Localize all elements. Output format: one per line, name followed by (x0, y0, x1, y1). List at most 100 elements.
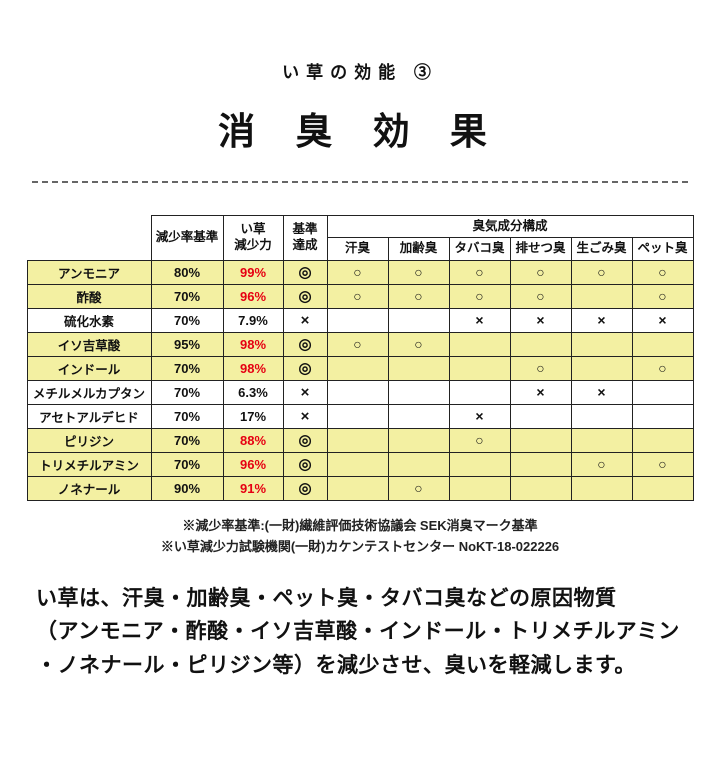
odor-mark (509, 403, 572, 429)
deodorize-table: 減少率基準 い草 減少力 基準 達成 臭気成分構成 汗臭 加齢臭 タバコ臭 排せ… (26, 215, 694, 501)
odor-mark (448, 331, 511, 357)
odor-mark (509, 451, 572, 477)
table-row: メチルメルカプタン 70% 6.3% × × × (26, 379, 694, 405)
odor-mark: ○ (509, 283, 572, 309)
substance-name: ピリジン (26, 427, 152, 453)
odor-mark: ○ (387, 283, 450, 309)
page-subtitle: い草の効能 ③ (282, 63, 438, 82)
odor-mark: × (448, 403, 511, 429)
reduction-standard-value: 70% (150, 403, 224, 429)
odor-mark (387, 379, 450, 405)
odor-mark (570, 403, 633, 429)
odor-mark (509, 475, 572, 501)
odor-mark (448, 355, 511, 381)
odor-mark: ○ (448, 283, 511, 309)
substance-name: 酢酸 (26, 283, 152, 309)
table-row: 酢酸 70% 96% ◎ ○ ○ ○ ○ ○ (26, 283, 694, 309)
standard-achieved-mark: ◎ (282, 475, 328, 501)
odor-mark (326, 307, 389, 333)
description-line: い草は、汗臭・加齢臭・ペット臭・タバコ臭などの原因物質 (36, 586, 617, 610)
odor-mark: ○ (387, 331, 450, 357)
footnote-line: ※い草減少力試験機関(一財)カケンテストセンター NoKT-18-022226 (160, 539, 560, 555)
col-header-odor-group: 臭気成分構成 (326, 215, 694, 238)
description-line: ・ノネナール・ピリジン等）を減少させ、臭いを軽減します。 (36, 653, 636, 677)
table-row: トリメチルアミン 70% 96% ◎ ○ ○ (26, 451, 694, 477)
odor-mark: ○ (631, 451, 694, 477)
reduction-standard-value: 95% (150, 331, 224, 357)
odor-mark: ○ (387, 475, 450, 501)
substance-name: アセトアルデヒド (26, 403, 152, 429)
igusa-power-value: 91% (222, 475, 284, 501)
odor-mark: × (509, 379, 572, 405)
reduction-standard-value: 90% (150, 475, 224, 501)
igusa-power-value: 7.9% (222, 307, 284, 333)
odor-mark (570, 427, 633, 453)
odor-mark (448, 475, 511, 501)
dashed-divider (32, 181, 688, 183)
odor-mark (631, 379, 694, 405)
substance-name: トリメチルアミン (26, 451, 152, 477)
odor-mark: ○ (387, 259, 450, 285)
odor-mark: ○ (509, 355, 572, 381)
odor-mark (326, 427, 389, 453)
odor-mark (326, 355, 389, 381)
standard-achieved-mark: × (282, 307, 328, 333)
col-header-odor-sweat: 汗臭 (326, 237, 389, 261)
odor-mark: × (631, 307, 694, 333)
odor-mark (570, 283, 633, 309)
table-body: アンモニア 80% 99% ◎ ○ ○ ○ ○ ○ ○ 酢酸 70% 96% ◎ ○ ○ ○ ○ ○ 硫化水素 70% 7… (26, 259, 694, 501)
table-row: アンモニア 80% 99% ◎ ○ ○ ○ ○ ○ ○ (26, 259, 694, 285)
description: い草は、汗臭・加齢臭・ペット臭・タバコ臭などの原因物質 （アンモニア・酢酸・イソ… (36, 582, 684, 683)
igusa-power-value: 98% (222, 355, 284, 381)
odor-mark: × (570, 307, 633, 333)
col-header-odor-aging: 加齢臭 (387, 237, 450, 261)
igusa-power-value: 98% (222, 331, 284, 357)
standard-achieved-mark: ◎ (282, 283, 328, 309)
standard-achieved-mark: ◎ (282, 427, 328, 453)
odor-mark (509, 331, 572, 357)
igusa-power-value: 17% (222, 403, 284, 429)
table-row: インドール 70% 98% ◎ ○ ○ (26, 355, 694, 381)
description-line: （アンモニア・酢酸・イソ吉草酸・インドール・トリメチルアミン (36, 620, 680, 644)
col-header-igusa-power: い草 減少力 (222, 215, 284, 261)
odor-mark (448, 379, 511, 405)
reduction-standard-value: 80% (150, 259, 224, 285)
odor-mark (326, 403, 389, 429)
odor-mark (387, 307, 450, 333)
col-header-odor-excretion: 排せつ臭 (509, 237, 572, 261)
odor-mark (387, 427, 450, 453)
reduction-standard-value: 70% (150, 451, 224, 477)
odor-mark: ○ (326, 283, 389, 309)
substance-name: 硫化水素 (26, 307, 152, 333)
corner-cell (27, 216, 151, 261)
odor-mark (326, 379, 389, 405)
odor-mark (326, 475, 389, 501)
odor-mark (631, 475, 694, 501)
igusa-power-value: 6.3% (222, 379, 284, 405)
standard-achieved-mark: × (282, 403, 328, 429)
substance-name: インドール (26, 355, 152, 381)
standard-achieved-mark: ◎ (282, 355, 328, 381)
col-header-odor-garbage: 生ごみ臭 (570, 237, 633, 261)
odor-mark (387, 451, 450, 477)
table-row: 硫化水素 70% 7.9% × × × × × (26, 307, 694, 333)
standard-achieved-mark: ◎ (282, 259, 328, 285)
col-header-reduction-standard: 減少率基準 (150, 215, 224, 261)
odor-mark: × (448, 307, 511, 333)
odor-mark: ○ (448, 259, 511, 285)
odor-mark: ○ (570, 451, 633, 477)
page-title: 消 臭 効 果 (218, 111, 502, 152)
standard-achieved-mark: ◎ (282, 331, 328, 357)
igusa-power-value: 96% (222, 451, 284, 477)
odor-mark: ○ (631, 283, 694, 309)
reduction-standard-value: 70% (150, 379, 224, 405)
reduction-standard-value: 70% (150, 307, 224, 333)
substance-name: メチルメルカプタン (26, 379, 152, 405)
reduction-standard-value: 70% (150, 355, 224, 381)
table-row: イソ吉草酸 95% 98% ◎ ○ ○ (26, 331, 694, 357)
igusa-power-value: 96% (222, 283, 284, 309)
odor-mark: ○ (631, 355, 694, 381)
odor-mark: ○ (326, 331, 389, 357)
odor-mark: ○ (509, 259, 572, 285)
footnotes: ※減少率基準:(一財)繊維評価技術協議会 SEK消臭マーク基準 ※い草減少力試験… (0, 515, 720, 558)
